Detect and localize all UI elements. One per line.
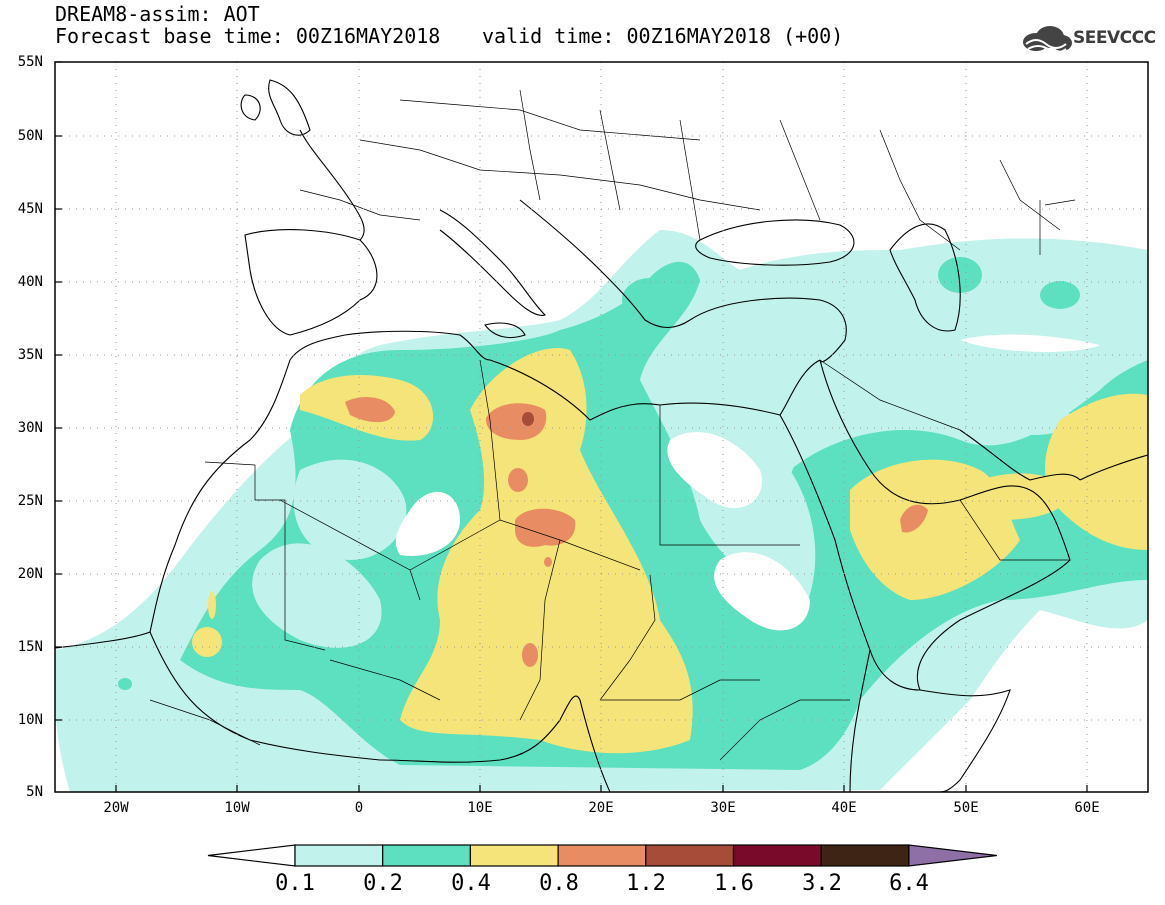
lon-label-60e: 60E — [1074, 800, 1100, 816]
colorbar-label: 1.2 — [626, 871, 666, 896]
model-title: DREAM8-assim: AOT — [55, 2, 260, 26]
colorbar-label: 0.8 — [539, 871, 579, 896]
coastlines — [54, 79, 1149, 793]
gridlines — [55, 62, 1148, 792]
aot-band-0.8 — [345, 397, 928, 667]
lat-label-45n: 45N — [17, 201, 43, 217]
colorbar-label: 0.1 — [275, 871, 315, 896]
colorbar-label: 6.4 — [889, 871, 929, 896]
colorbar-label: 0.2 — [363, 871, 403, 896]
lon-label-20w: 20W — [103, 800, 129, 816]
colorbar-swatch — [207, 844, 296, 867]
lat-label-50n: 50N — [17, 128, 43, 144]
colorbar-swatch — [382, 844, 472, 867]
aot-band-0.2 — [118, 257, 1148, 770]
colorbar-label: 0.4 — [451, 871, 491, 896]
colorbar-swatch — [557, 844, 647, 867]
lon-label-20e: 20E — [588, 800, 614, 816]
valid-time-label: valid time: 00Z16MAY2018 (+00) — [482, 24, 844, 48]
colorbar-swatch — [908, 844, 997, 867]
lat-label-30n: 30N — [17, 420, 43, 436]
lon-label-50e: 50E — [953, 800, 979, 816]
lat-label-55n: 55N — [17, 54, 43, 70]
lon-label-30e: 30E — [710, 800, 736, 816]
colorbar-label: 1.6 — [714, 871, 754, 896]
lat-label-35n: 35N — [17, 347, 43, 363]
lat-label-20n: 20N — [17, 566, 43, 582]
lat-label-10n: 10N — [17, 712, 43, 728]
lat-label-40n: 40N — [17, 274, 43, 290]
base-time-label: Forecast base time: 00Z16MAY2018 — [55, 24, 441, 48]
logo-text: SEEVCCC — [1073, 28, 1156, 48]
lat-label-5n: 5N — [26, 784, 43, 800]
lon-label-40e: 40E — [831, 800, 857, 816]
colorbar-label: 3.2 — [802, 871, 842, 896]
colorbar-swatch — [732, 844, 822, 867]
aot-band-1.2 — [522, 412, 534, 426]
lon-label-0: 0 — [354, 800, 364, 816]
aot-band-0.4 — [192, 348, 1148, 754]
lon-label-10w: 10W — [224, 800, 250, 816]
lat-label-25n: 25N — [17, 493, 43, 509]
lon-label-10e: 10E — [467, 800, 493, 816]
lat-label-15n: 15N — [17, 639, 43, 655]
colorbar-swatch — [820, 844, 910, 867]
colorbar-swatch — [645, 844, 735, 867]
aot-band-holes — [252, 315, 1122, 648]
cloud-logo-icon — [1023, 26, 1072, 53]
colorbar-swatch — [469, 844, 559, 867]
colorbar-swatch — [294, 844, 384, 867]
borders — [149, 89, 1076, 761]
axis-ticks — [55, 61, 1088, 792]
